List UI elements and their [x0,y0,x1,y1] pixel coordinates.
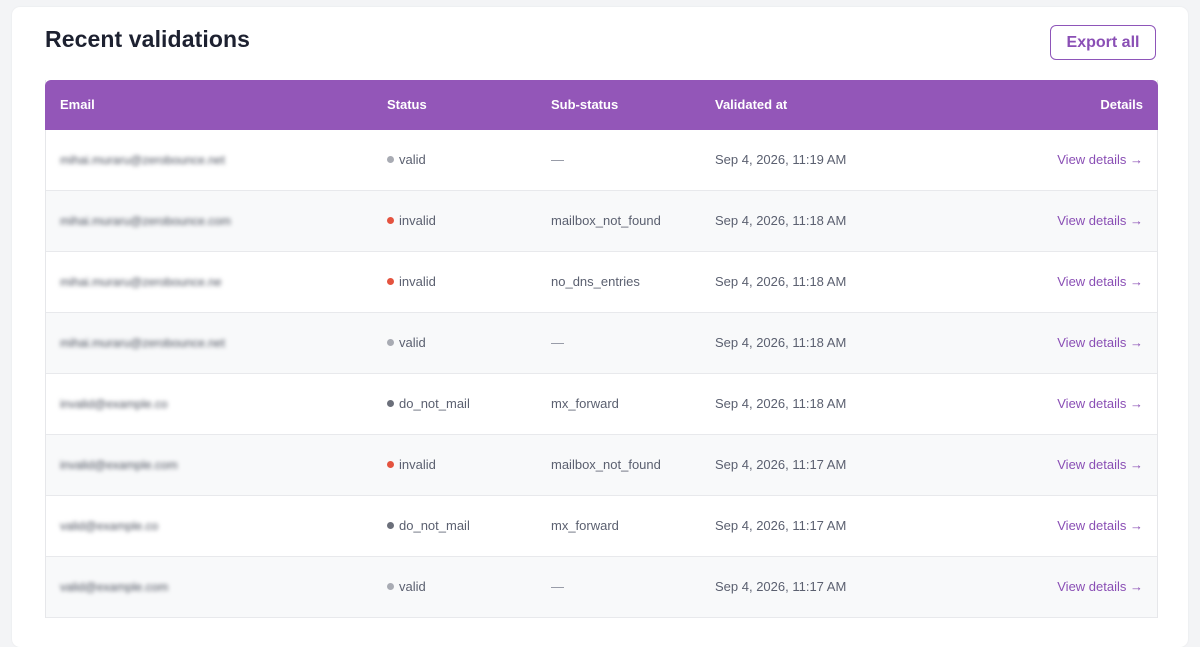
header-email: Email [60,97,95,112]
status-text: valid [399,335,426,350]
table-row: invalid@example.co do_not_mail mx_forward S… [46,374,1157,435]
validated-at-cell: Sep 4, 2026, 11:17 AM [715,518,847,533]
status-cell: do_not_mail [387,496,470,556]
status-cell: invalid [387,252,436,312]
status-dot-icon [387,278,394,285]
table-row: valid@example.com valid — Sep 4, 2026, 11:1… [46,557,1157,618]
sub-status-text: — [551,335,564,350]
status-dot-icon [387,339,394,346]
sub-status-cell: — [551,313,564,373]
view-details-link[interactable]: View details → [1057,335,1143,350]
view-details-link-cell: View details → [1057,252,1143,312]
sub-status-cell: — [551,130,564,190]
status-text: do_not_mail [399,396,470,411]
sub-status-cell: mailbox_not_found [551,435,661,495]
view-details-link-cell: View details → [1057,557,1143,617]
view-details-link[interactable]: View details → [1057,152,1143,167]
view-details-link[interactable]: View details → [1057,396,1143,411]
table-row: mihai.muraru@zerobounce.net valid — Sep 4, … [46,130,1157,191]
email-address: mihai.muraru@zerobounce.net [60,153,225,167]
email-cell: invalid@example.com [60,435,178,495]
view-details-link-cell: View details → [1057,374,1143,434]
status-dot-icon [387,522,394,529]
status-text: invalid [399,213,436,228]
header-sub-status: Sub-status [551,97,619,112]
view-details-link-cell: View details → [1057,496,1143,556]
header-details: Details [1100,97,1143,112]
status-text: valid [399,579,426,594]
sub-status-text: mailbox_not_found [551,457,661,472]
sub-status-cell: mx_forward [551,496,619,556]
validated-at-cell: Sep 4, 2026, 11:19 AM [715,152,847,167]
recent-validations-card: Recent validations Export all Email Stat… [12,7,1188,647]
validated-at-cell: Sep 4, 2026, 11:18 AM [715,335,847,350]
email-address: valid@example.com [60,580,169,594]
sub-status-text: — [551,152,564,167]
status-cell: invalid [387,191,436,251]
table-header: Email Status Sub-status Validated at Det… [45,80,1158,130]
page-title: Recent validations [45,26,251,52]
email-cell: mihai.muraru@zerobounce.com [60,191,231,251]
email-address: mihai.muraru@zerobounce.com [60,214,231,228]
email-cell: valid@example.com [60,557,168,617]
status-dot-icon [387,400,394,407]
email-cell: mihai.muraru@zerobounce.ne [60,252,222,312]
validated-at-cell: Sep 4, 2026, 11:17 AM [715,457,847,472]
validated-at-cell: Sep 4, 2026, 11:17 AM [715,579,847,594]
view-details-link[interactable]: View details → [1057,579,1143,594]
validations-table: Email Status Sub-status Validated at Det… [45,80,1158,618]
table-row: mihai.muraru@zerobounce.com invalid mailbo… [46,191,1157,252]
view-details-link[interactable]: View details → [1057,518,1143,533]
email-cell: mihai.muraru@zerobounce.net [60,313,225,373]
view-details-link-cell: View details → [1057,130,1143,190]
email-address: invalid@example.com [60,458,178,472]
email-address: mihai.muraru@zerobounce.net [60,336,225,350]
header-validated-at: Validated at [715,97,788,112]
email-cell: mihai.muraru@zerobounce.net [60,130,225,190]
sub-status-text: no_dns_entries [551,274,640,289]
email-cell: valid@example.co [60,496,158,556]
sub-status-cell: — [551,557,564,617]
status-text: invalid [399,457,436,472]
view-details-link[interactable]: View details → [1057,213,1143,228]
sub-status-cell: mx_forward [551,374,619,434]
sub-status-text: mx_forward [551,518,619,533]
status-dot-icon [387,156,394,163]
email-address: valid@example.co [60,519,159,533]
sub-status-text: mx_forward [551,396,619,411]
view-details-link-cell: View details → [1057,435,1143,495]
table-row: mihai.muraru@zerobounce.net valid — Sep 4, … [46,313,1157,374]
status-cell: valid [387,130,426,190]
sub-status-text: mailbox_not_found [551,213,661,228]
validated-at-cell: Sep 4, 2026, 11:18 AM [715,274,847,289]
status-cell: valid [387,313,426,373]
view-details-link-cell: View details → [1057,191,1143,251]
status-text: do_not_mail [399,518,470,533]
email-address: invalid@example.co [60,397,168,411]
status-text: valid [399,152,426,167]
view-details-link[interactable]: View details → [1057,457,1143,472]
status-dot-icon [387,217,394,224]
status-dot-icon [387,583,394,590]
validated-at-cell: Sep 4, 2026, 11:18 AM [715,213,847,228]
view-details-link[interactable]: View details → [1057,274,1143,289]
table-row: mihai.muraru@zerobounce.ne invalid no_dns_… [46,252,1157,313]
email-cell: invalid@example.co [60,374,168,434]
validated-at-cell: Sep 4, 2026, 11:18 AM [715,396,847,411]
status-text: invalid [399,274,436,289]
status-cell: do_not_mail [387,374,470,434]
view-details-link-cell: View details → [1057,313,1143,373]
table-body: mihai.muraru@zerobounce.net valid — Sep 4, … [46,130,1157,618]
table-row: valid@example.co do_not_mail mx_forward Sep… [46,496,1157,557]
sub-status-cell: no_dns_entries [551,252,640,312]
export-all-button[interactable]: Export all [1050,25,1156,60]
email-address: mihai.muraru@zerobounce.ne [60,275,222,289]
table-row: invalid@example.com invalid mailbox_not_fo… [46,435,1157,496]
status-cell: valid [387,557,426,617]
sub-status-cell: mailbox_not_found [551,191,661,251]
status-cell: invalid [387,435,436,495]
status-dot-icon [387,461,394,468]
header-status: Status [387,97,427,112]
sub-status-text: — [551,579,564,594]
